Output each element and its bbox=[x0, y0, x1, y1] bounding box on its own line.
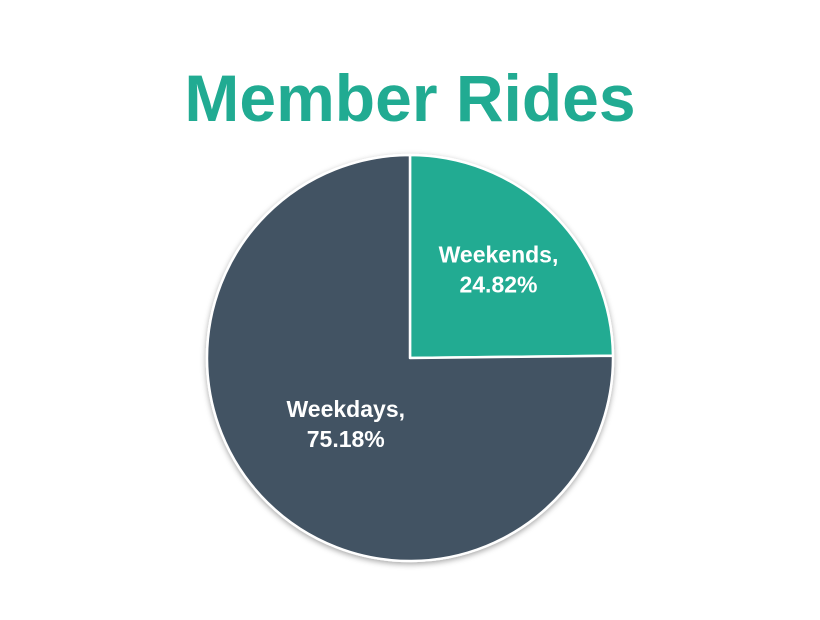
slice-label-value: 75.18% bbox=[307, 426, 385, 452]
chart-title: Member Rides bbox=[184, 61, 636, 135]
slice-label-weekdays: Weekdays, 75.18% bbox=[287, 396, 405, 452]
pie-slices bbox=[205, 153, 615, 563]
slice-label-name: Weekdays, bbox=[287, 396, 405, 422]
slice-label-value: 24.82% bbox=[459, 272, 537, 298]
pie-slice-weekends bbox=[408, 153, 615, 360]
slice-label-name: Weekends, bbox=[439, 242, 559, 268]
pie-slice-weekdays bbox=[205, 153, 615, 563]
slice-label-weekends: Weekends, 24.82% bbox=[439, 242, 559, 298]
pie-labels: Weekends, 24.82% Weekdays, 75.18% bbox=[287, 242, 559, 452]
